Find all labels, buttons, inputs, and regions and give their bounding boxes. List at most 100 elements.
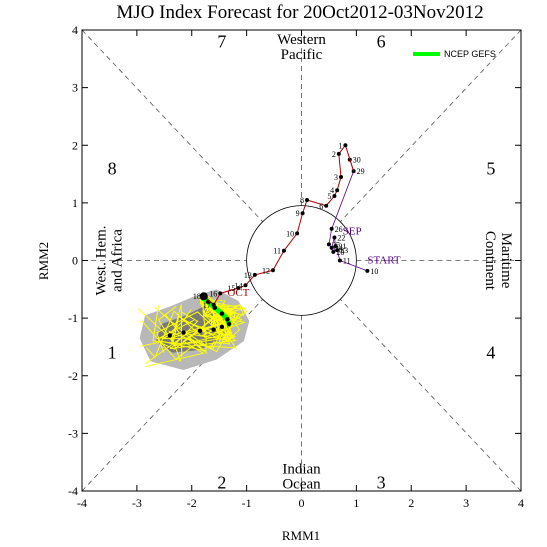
observed-point [295,231,300,236]
observed-point-label: 6 [319,202,323,211]
observed-point [335,188,340,193]
forecast-mean-point [181,330,186,335]
forecast-mean-point [219,324,225,329]
phase-number-4: 4 [486,343,495,363]
observed-point [236,286,241,291]
observed-point-label: 17 [203,301,211,310]
forecast-mean-point [219,311,225,316]
forecast-mean-point [225,317,230,322]
phase-number-8: 8 [108,158,117,178]
x-tick-label: -4 [77,496,87,510]
ensemble-member-line [154,298,245,354]
x-tick-label: 0 [299,496,305,510]
september-point-label: 25 [332,240,340,249]
y-tick-label: 1 [72,196,78,210]
y-tick-label: -4 [68,484,78,498]
y-axis-label: RMM2 [36,242,51,280]
september-point-label: 21 [339,242,347,251]
region-label-top: Western [277,32,326,48]
september-point-label: 23 [340,246,348,255]
phase-divider-diagonal [81,29,263,222]
observed-point [300,211,305,216]
observed-point [211,302,216,307]
september-point-label: 24 [335,244,343,253]
forecast-mean-point [226,321,232,327]
x-tick-label: -3 [132,496,142,510]
annotation-label: OCT [227,287,249,299]
x-tick-label: -1 [242,496,252,510]
observed-point [252,272,257,277]
x-tick-label: -2 [187,496,197,510]
observed-point-label: 18 [193,292,201,301]
region-label-right: Maritime [498,233,514,289]
observed-point [343,143,348,148]
phase-number-2: 2 [217,472,226,492]
observed-point [336,151,341,156]
amplitude-one-circle [246,205,357,316]
phase-number-3: 3 [377,472,386,492]
observed-point [332,193,337,198]
x-tick-label: 3 [463,496,469,510]
forecast-mean-point [167,333,172,338]
september-point-label: 11 [343,257,351,266]
region-label-top: Pacific [281,47,323,63]
september-point [337,258,342,263]
phase-number-5: 5 [486,158,495,178]
observed-path [203,144,355,306]
observed-point-label: 9 [296,209,300,218]
y-tick-label: 4 [72,23,78,37]
x-tick-label: 4 [518,496,524,510]
region-label-left: and Africa [110,229,126,292]
y-tick-label: 0 [72,254,78,268]
observed-point-label: 1 [338,141,342,150]
legend-label: NCEP GEFS [444,49,496,59]
observed-point [281,248,286,253]
y-tick-label: -3 [68,426,78,440]
september-point-label: 26 [335,225,343,234]
ensemble-member-line [182,296,243,337]
observed-point-label: 10 [286,229,294,238]
september-point [332,235,337,240]
y-tick-label: 3 [72,81,78,95]
september-point [326,242,331,247]
ensemble-member-line [168,296,233,362]
ensemble-members [138,293,248,368]
y-tick-label: -2 [68,369,78,383]
x-tick-label: 2 [408,496,414,510]
observed-point-label: 11 [273,247,281,256]
september-point-label: 22 [337,233,345,242]
observed-point [304,197,309,202]
observed-point-label: 2 [332,150,336,159]
forecast-start-marker [199,292,208,301]
phase-number-6: 6 [377,32,386,52]
september-point [335,248,340,253]
observed-trajectory [199,143,370,307]
september-point-label: 29 [357,167,365,176]
plot-frame [81,29,522,492]
legend: NCEP GEFS [413,49,496,59]
forecast-mean-point [211,327,216,332]
phase-number-1: 1 [108,343,117,363]
observed-point [339,174,344,179]
september-point [329,226,334,231]
observed-point-label: 16 [209,289,217,298]
september-point-label: 20 [336,248,344,257]
region-label-bottom: Ocean [282,477,321,493]
chart-title: MJO Index Forecast for 20Oct2012-03Nov20… [116,2,483,23]
observed-point [270,268,275,273]
observed-point-label: 4 [330,186,334,195]
september-point [331,249,336,254]
annotation-label: SEP [343,226,362,238]
observed-point-label: 13 [244,271,252,280]
phase-divider-diagonal [340,29,522,222]
observed-point [324,203,329,208]
september-point [329,245,334,250]
observed-point-label: 3 [334,173,338,182]
observed-point-label: 8 [300,196,304,205]
september-point-label: 30 [353,156,361,165]
observed-point [243,283,248,288]
observed-point-label: 14 [235,281,243,290]
region-label-bottom: Indian [282,462,321,478]
